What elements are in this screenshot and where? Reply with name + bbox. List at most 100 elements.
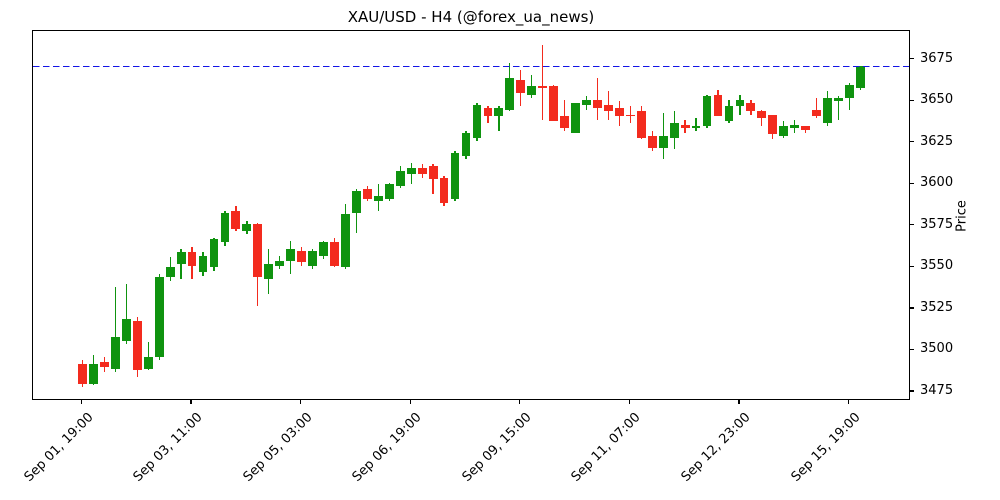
y-tick-label: 3575 xyxy=(920,216,954,232)
candle-body xyxy=(834,97,843,102)
y-tick-label: 3625 xyxy=(920,133,954,149)
candle-wick xyxy=(563,99,566,132)
candle-body xyxy=(801,126,811,130)
candle-wick xyxy=(180,249,182,280)
candle-body xyxy=(242,224,252,231)
candle-body xyxy=(362,189,372,200)
x-tick-label: Sep 11, 07:00 xyxy=(569,410,644,485)
candle-body xyxy=(549,86,559,122)
x-tick-mark xyxy=(519,400,521,404)
x-tick-label: Sep 03, 11:00 xyxy=(130,410,206,485)
y-tick-label: 3600 xyxy=(920,175,954,191)
candle-body xyxy=(702,96,712,127)
candle-body xyxy=(658,136,668,148)
y-tick-mark xyxy=(910,99,914,101)
candle-body xyxy=(823,97,832,123)
candle-body xyxy=(516,79,526,93)
candle-body xyxy=(472,104,482,138)
candle-body xyxy=(395,171,405,186)
y-tick-mark xyxy=(910,182,914,184)
candle-body xyxy=(604,104,613,112)
candle-body xyxy=(100,362,109,368)
x-tick-mark xyxy=(847,400,850,404)
candle-body xyxy=(593,99,602,108)
candle-body xyxy=(582,99,591,105)
candle-body xyxy=(647,136,657,148)
candle-body xyxy=(845,84,854,98)
candle-body xyxy=(154,277,164,358)
candle-body xyxy=(680,124,690,128)
candle-wick xyxy=(629,106,631,123)
candle-body xyxy=(779,126,789,137)
candle-wick xyxy=(498,106,500,132)
x-tick-mark xyxy=(628,400,630,404)
candle-body xyxy=(746,102,756,112)
y-tick-label: 3650 xyxy=(920,92,954,108)
candle-body xyxy=(691,126,701,128)
y-tick-mark xyxy=(910,58,914,60)
candle-body xyxy=(275,260,285,266)
candle-body xyxy=(253,224,263,278)
candle-body xyxy=(538,86,548,88)
y-tick-mark xyxy=(910,265,914,267)
candle-wick xyxy=(125,284,127,344)
candle-body xyxy=(352,190,361,213)
x-tick-label: Sep 09, 15:00 xyxy=(459,410,535,485)
candle-body xyxy=(735,99,745,107)
candle-body xyxy=(790,124,800,128)
plot-area xyxy=(32,30,910,400)
candle-body xyxy=(461,132,471,157)
y-tick-label: 3675 xyxy=(920,50,954,66)
y-tick-label: 3525 xyxy=(920,299,954,315)
candle-body xyxy=(110,337,120,369)
candle-body xyxy=(264,264,274,280)
y-tick-label: 3550 xyxy=(920,258,954,274)
y-axis-title: Price xyxy=(954,200,970,232)
x-tick-label: Sep 15, 19:00 xyxy=(788,410,864,485)
candle-body xyxy=(220,212,230,243)
candle-body xyxy=(286,249,296,261)
candle-body xyxy=(330,242,339,266)
candle-wick xyxy=(542,44,544,120)
candle-body xyxy=(428,166,438,180)
chart-title: XAU/USD - H4 (@forex_ua_news) xyxy=(347,8,595,26)
candle-body xyxy=(560,116,569,128)
candle-body xyxy=(198,255,208,273)
candle-body xyxy=(384,184,394,200)
x-tick-mark xyxy=(738,400,740,404)
candle-wick xyxy=(761,109,763,127)
x-tick-label: Sep 06, 19:00 xyxy=(349,410,425,485)
x-tick-label: Sep 12, 23:00 xyxy=(678,410,754,485)
candle-body xyxy=(483,107,493,117)
candle-wick xyxy=(596,78,599,120)
candle-body xyxy=(571,102,580,133)
candle-body xyxy=(373,195,383,201)
candle-body xyxy=(89,363,98,384)
candle-body xyxy=(417,167,427,175)
candle-body xyxy=(78,363,87,384)
candle-body xyxy=(505,78,515,110)
candle-body xyxy=(768,114,778,135)
y-tick-label: 3500 xyxy=(920,341,954,357)
candle-body xyxy=(308,250,317,266)
candle-body xyxy=(812,109,822,117)
candle-body xyxy=(757,111,767,118)
candle-body xyxy=(669,122,679,138)
candle-body xyxy=(187,252,197,266)
candle-body xyxy=(176,252,186,265)
candle-body xyxy=(724,106,734,122)
candle-body xyxy=(856,66,865,88)
candle-wick xyxy=(837,96,840,120)
candle-wick xyxy=(114,287,117,373)
y-tick-label: 3475 xyxy=(920,383,954,399)
candle-body xyxy=(406,167,416,175)
candle-body xyxy=(319,242,328,256)
y-tick-mark xyxy=(910,141,914,143)
x-tick-label: Sep 05, 03:00 xyxy=(240,410,316,485)
candle-body xyxy=(231,210,241,230)
candle-body xyxy=(132,320,142,371)
y-tick-mark xyxy=(910,348,914,351)
candle-body xyxy=(121,318,131,341)
x-tick-mark xyxy=(409,400,411,404)
